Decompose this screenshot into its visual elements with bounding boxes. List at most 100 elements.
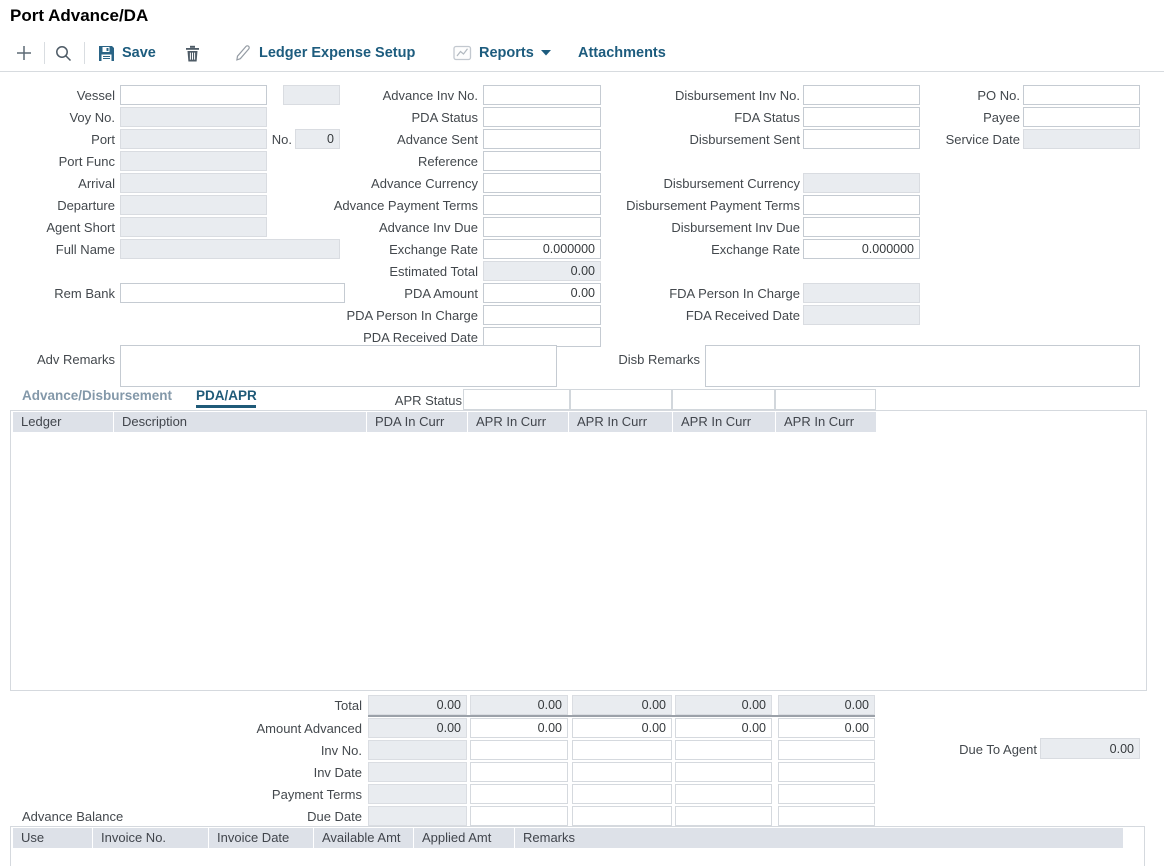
reports-button[interactable]: Reports xyxy=(453,40,551,66)
advance-currency-input[interactable] xyxy=(483,173,601,193)
inv-no-apr4[interactable] xyxy=(778,740,875,760)
apr-in-curr-col-header-4: APR In Curr xyxy=(776,412,876,432)
due-to-agent-label: Due To Agent xyxy=(959,742,1037,757)
disbursement-payment-terms-input[interactable] xyxy=(803,195,920,215)
save-label: Save xyxy=(122,45,156,61)
inv-no-apr2[interactable] xyxy=(572,740,672,760)
disbursement-currency-field xyxy=(803,173,920,193)
disbursement-sent-input[interactable] xyxy=(803,129,920,149)
due-date-apr3[interactable] xyxy=(675,806,772,826)
pda-status-input[interactable] xyxy=(483,107,601,127)
apr-in-curr-col-header-3: APR In Curr xyxy=(673,412,775,432)
inv-no-apr1[interactable] xyxy=(470,740,568,760)
disbursement-inv-no-label: Disbursement Inv No. xyxy=(675,88,800,103)
inv-date-apr4[interactable] xyxy=(778,762,875,782)
invoice-table-body[interactable] xyxy=(11,848,1144,866)
tab-advance-disbursement[interactable]: Advance/Disbursement xyxy=(22,388,173,403)
adv-remarks-textarea[interactable] xyxy=(120,345,557,387)
payment-terms-apr2[interactable] xyxy=(572,784,672,804)
voy-no-field xyxy=(120,107,267,127)
inv-date-apr2[interactable] xyxy=(572,762,672,782)
disb-remarks-textarea[interactable] xyxy=(705,345,1140,387)
pda-received-date-input[interactable] xyxy=(483,327,601,347)
chevron-down-icon xyxy=(540,50,551,56)
apr-status-input-1[interactable] xyxy=(463,389,570,410)
inv-date-apr1[interactable] xyxy=(470,762,568,782)
ledger-table-body[interactable] xyxy=(11,433,1146,690)
due-date-apr1[interactable] xyxy=(470,806,568,826)
apr-status-input-2[interactable] xyxy=(570,389,672,410)
pda-person-in-charge-input[interactable] xyxy=(483,305,601,325)
payment-terms-apr3[interactable] xyxy=(675,784,772,804)
payment-terms-label: Payment Terms xyxy=(271,787,362,802)
amount-advanced-apr1[interactable]: 0.00 xyxy=(470,718,568,738)
invoice-no-col-header: Invoice No. xyxy=(93,828,208,848)
adv-remarks-label: Adv Remarks xyxy=(36,352,115,367)
full-name-label: Full Name xyxy=(55,242,115,257)
payee-input[interactable] xyxy=(1023,107,1140,127)
disbursement-exchange-rate-input[interactable] xyxy=(803,239,920,259)
vessel-input[interactable] xyxy=(120,85,267,105)
advance-payment-terms-input[interactable] xyxy=(483,195,601,215)
due-date-apr2[interactable] xyxy=(572,806,672,826)
search-button[interactable] xyxy=(54,40,73,66)
total-pda: 0.00 xyxy=(368,695,467,715)
pda-amount-input[interactable] xyxy=(483,283,601,303)
payment-terms-apr4[interactable] xyxy=(778,784,875,804)
due-date-apr4[interactable] xyxy=(778,806,875,826)
advance-payment-terms-label: Advance Payment Terms xyxy=(333,198,478,213)
service-date-label: Service Date xyxy=(945,132,1020,147)
inv-no-apr3[interactable] xyxy=(675,740,772,760)
attachments-label: Attachments xyxy=(578,45,666,61)
amount-advanced-apr4[interactable]: 0.00 xyxy=(778,718,875,738)
inv-date-pda xyxy=(368,762,467,782)
departure-label: Departure xyxy=(57,198,115,213)
description-col-header: Description xyxy=(114,412,366,432)
amount-advanced-apr2[interactable]: 0.00 xyxy=(572,718,672,738)
invoice-date-col-header: Invoice Date xyxy=(209,828,313,848)
advance-inv-no-input[interactable] xyxy=(483,85,601,105)
fda-status-input[interactable] xyxy=(803,107,920,127)
payment-terms-apr1[interactable] xyxy=(470,784,568,804)
fda-status-label: FDA Status xyxy=(734,110,800,125)
chart-icon xyxy=(453,44,472,62)
tab-pda-apr[interactable]: PDA/APR xyxy=(196,388,257,403)
apr-status-input-3[interactable] xyxy=(672,389,775,410)
new-button[interactable] xyxy=(14,40,34,66)
agent-short-label: Agent Short xyxy=(46,220,115,235)
vessel-label: Vessel xyxy=(76,88,115,103)
inv-date-apr3[interactable] xyxy=(675,762,772,782)
apr-status-input-4[interactable] xyxy=(775,389,876,410)
advance-exchange-rate-input[interactable] xyxy=(483,239,601,259)
disbursement-inv-no-input[interactable] xyxy=(803,85,920,105)
payee-label: Payee xyxy=(983,110,1020,125)
attachments-button[interactable]: Attachments xyxy=(578,40,666,66)
disbursement-payment-terms-label: Disbursement Payment Terms xyxy=(626,198,800,213)
save-button[interactable]: Save xyxy=(98,40,156,66)
rem-bank-input[interactable] xyxy=(120,283,345,303)
delete-button[interactable] xyxy=(184,40,201,66)
po-no-input[interactable] xyxy=(1023,85,1140,105)
page-title: Port Advance/DA xyxy=(10,6,149,25)
vessel-code-field xyxy=(283,85,340,105)
amount-advanced-apr3[interactable]: 0.00 xyxy=(675,718,772,738)
rem-bank-label: Rem Bank xyxy=(54,286,115,301)
port-func-label: Port Func xyxy=(58,154,115,169)
port-field xyxy=(120,129,267,149)
advance-sent-input[interactable] xyxy=(483,129,601,149)
total-apr2: 0.00 xyxy=(572,695,672,715)
disbursement-sent-label: Disbursement Sent xyxy=(689,132,800,147)
due-date-label: Due Date xyxy=(307,809,362,824)
invoice-table: Use Invoice No. Invoice Date Available A… xyxy=(10,826,1145,866)
pda-person-in-charge-label: PDA Person In Charge xyxy=(346,308,478,323)
agent-short-field xyxy=(120,217,267,237)
ledger-expense-setup-button[interactable]: Ledger Expense Setup xyxy=(234,40,415,66)
disbursement-inv-due-input[interactable] xyxy=(803,217,920,237)
payment-terms-pda xyxy=(368,784,467,804)
fda-received-date-field xyxy=(803,305,920,325)
save-icon xyxy=(98,45,115,62)
search-icon xyxy=(54,44,73,63)
fda-person-in-charge-label: FDA Person In Charge xyxy=(669,286,800,301)
advance-inv-due-input[interactable] xyxy=(483,217,601,237)
reference-input[interactable] xyxy=(483,151,601,171)
